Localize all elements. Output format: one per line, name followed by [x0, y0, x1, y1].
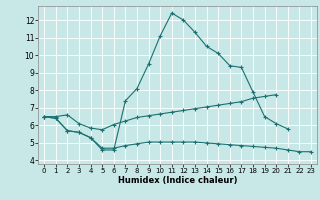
X-axis label: Humidex (Indice chaleur): Humidex (Indice chaleur)	[118, 176, 237, 185]
